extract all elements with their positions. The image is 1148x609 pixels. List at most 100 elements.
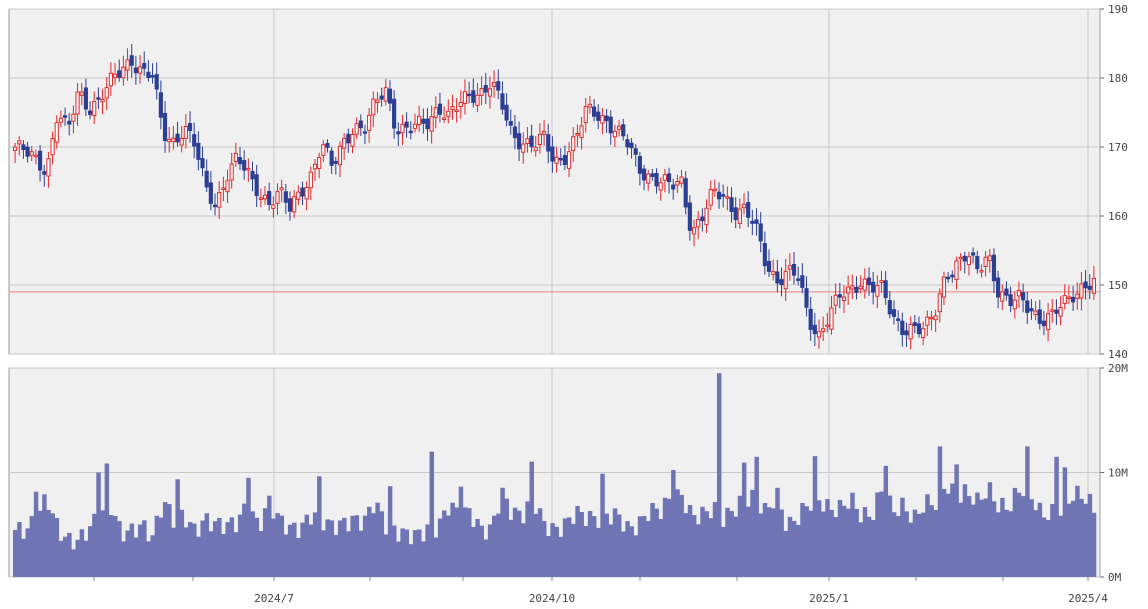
volume-bar xyxy=(1071,500,1076,577)
candle-down xyxy=(242,160,247,171)
candle-up xyxy=(566,151,572,169)
volume-bar xyxy=(392,525,397,577)
volume-bar xyxy=(929,505,934,577)
volume-bar xyxy=(858,522,864,577)
candle-down xyxy=(633,148,638,155)
volume-bar xyxy=(121,541,126,577)
volume-bar xyxy=(329,520,335,577)
volume-bar xyxy=(846,508,851,577)
candle-down xyxy=(1021,292,1026,301)
volume-bar xyxy=(554,526,559,577)
volume-bar xyxy=(100,510,105,577)
volume-bar xyxy=(1008,511,1013,577)
candle-up xyxy=(725,196,730,199)
candle-up xyxy=(112,73,118,78)
candle-down xyxy=(300,187,305,197)
candle-up xyxy=(321,144,326,156)
candle-up xyxy=(304,187,309,200)
volume-bar xyxy=(42,494,47,577)
volume-bar xyxy=(79,529,85,577)
candle-up xyxy=(233,152,238,163)
candle-down xyxy=(750,220,755,224)
candle-down xyxy=(808,308,813,330)
volume-bar xyxy=(283,534,289,577)
candle-up xyxy=(908,323,913,340)
candle-down xyxy=(25,146,30,157)
candle-up xyxy=(342,137,347,149)
candle-up xyxy=(79,91,84,96)
volume-bar xyxy=(687,505,693,577)
candle-up xyxy=(417,115,422,125)
volume-bar xyxy=(75,539,80,577)
volume-bar xyxy=(250,511,255,577)
candle-down xyxy=(1071,296,1076,303)
candle-up xyxy=(829,307,834,330)
volume-bar xyxy=(837,499,843,577)
volume-bar xyxy=(117,521,122,577)
candle-down xyxy=(625,139,630,148)
candle-down xyxy=(392,98,397,129)
candle-down xyxy=(358,120,363,129)
candle-up xyxy=(816,331,822,338)
candle-down xyxy=(1037,309,1042,324)
volume-bar xyxy=(783,530,789,577)
volume-bar xyxy=(462,507,468,577)
volume-bar xyxy=(875,492,880,577)
candle-down xyxy=(1041,320,1047,327)
candle-up xyxy=(1050,309,1055,312)
volume-bar xyxy=(162,502,168,577)
candle-up xyxy=(350,133,355,147)
candle-up xyxy=(454,109,459,113)
volume-bar xyxy=(933,509,939,577)
volume-bar xyxy=(879,491,884,577)
volume-bar xyxy=(762,503,768,577)
volume-bar xyxy=(983,498,988,577)
volume-bar xyxy=(779,509,784,577)
volume-bar xyxy=(591,516,597,577)
candle-up xyxy=(875,285,880,297)
candle-down xyxy=(150,74,155,78)
candle-up xyxy=(662,174,667,181)
candle-down xyxy=(404,121,409,128)
volume-bar xyxy=(83,540,89,577)
candle-down xyxy=(891,309,897,317)
candle-down xyxy=(779,279,784,286)
candle-up xyxy=(691,227,697,235)
volume-bar xyxy=(729,511,734,577)
candle-down xyxy=(550,146,555,162)
volume-bar xyxy=(167,504,172,577)
candle-down xyxy=(329,150,334,166)
candle-up xyxy=(262,194,268,200)
candle-up xyxy=(1075,293,1080,299)
volume-bar xyxy=(221,534,226,577)
candle-down xyxy=(800,275,805,288)
volume-bar xyxy=(46,509,51,577)
volume-bar xyxy=(387,486,393,577)
volume-bar xyxy=(808,510,814,577)
volume-bar xyxy=(891,512,897,577)
volume-bar xyxy=(37,510,43,577)
volume-bar xyxy=(971,504,976,577)
volume-bar xyxy=(342,517,347,577)
candle-up xyxy=(783,270,788,290)
volume-bar xyxy=(133,537,139,577)
candle-up xyxy=(658,182,663,191)
candle-up xyxy=(787,265,792,270)
candle-up xyxy=(954,260,959,280)
candle-up xyxy=(1046,313,1051,331)
candle-up xyxy=(1062,295,1067,304)
volume-bar xyxy=(183,527,189,577)
volume-bar xyxy=(271,518,276,577)
volume-bar xyxy=(254,517,260,577)
volume-bar xyxy=(67,532,72,577)
volume-tick-label: 10M xyxy=(1108,467,1128,480)
volume-bar xyxy=(442,510,447,577)
candle-up xyxy=(741,203,747,209)
volume-bar xyxy=(421,541,426,577)
candle-down xyxy=(716,191,722,200)
volume-bar xyxy=(483,539,489,577)
candle-up xyxy=(487,88,493,97)
x-axis: 2024/7 2024/10 2025/1 2025/4 xyxy=(93,577,1108,605)
volume-bar xyxy=(417,529,422,577)
volume-bar xyxy=(621,531,626,577)
